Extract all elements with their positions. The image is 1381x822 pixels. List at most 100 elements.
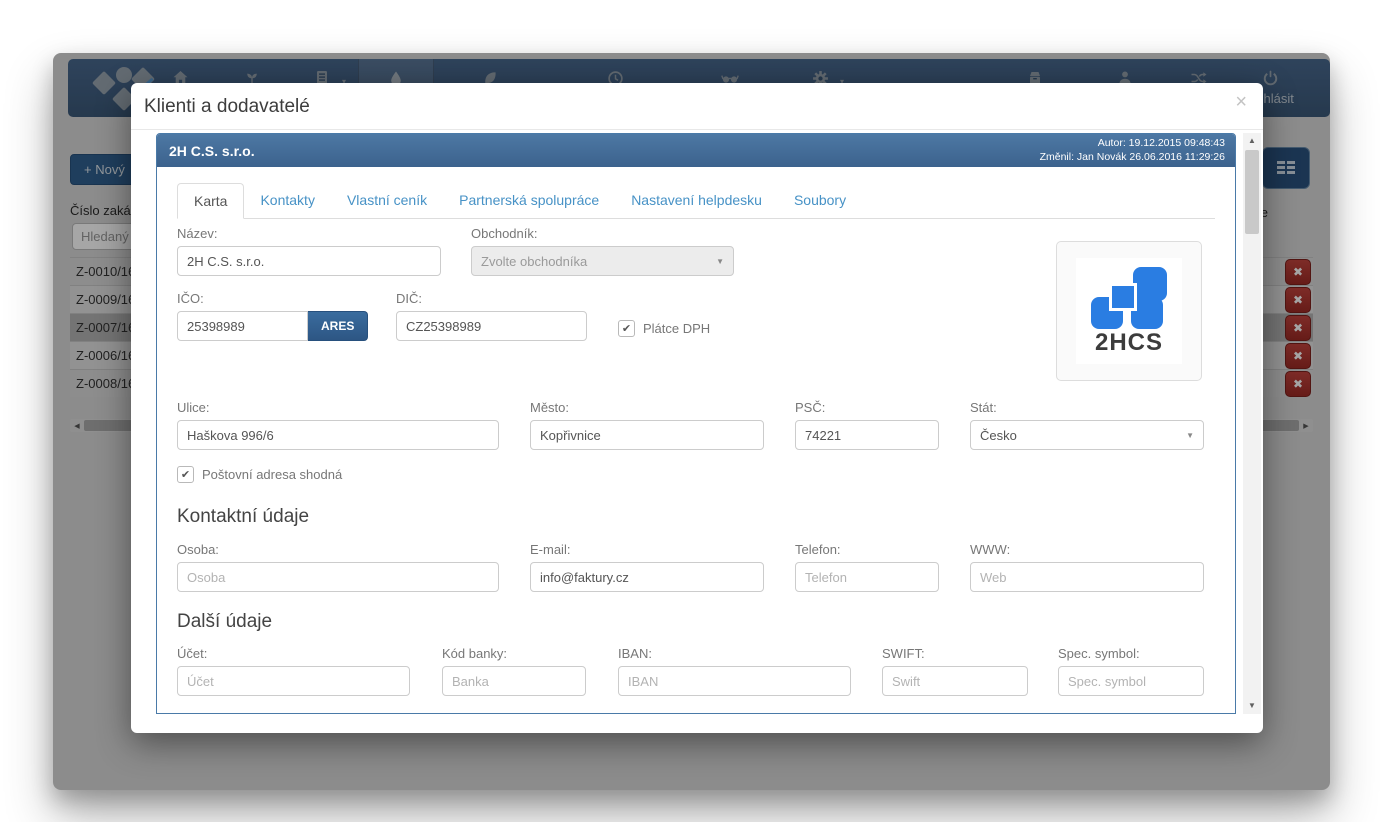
delete-button[interactable]: ✖ (1285, 370, 1311, 397)
obchodnik-value: Zvolte obchodníka (481, 253, 588, 269)
dic-input[interactable] (396, 311, 587, 341)
nav-plant[interactable] (214, 59, 290, 117)
delete-button[interactable]: ✖ (1285, 314, 1311, 341)
osoba-input[interactable] (177, 562, 499, 592)
tab-soubory[interactable]: Soubory (793, 192, 847, 208)
ulice-label: Ulice: (177, 400, 210, 415)
plus-icon: + (84, 162, 92, 177)
kod-banky-label: Kód banky: (442, 646, 508, 661)
nav-user[interactable] (1087, 59, 1163, 117)
postovni-label: Poštovní adresa shodná (202, 467, 343, 482)
order-number: Z-0010/16 (76, 264, 136, 279)
ulice-input[interactable] (177, 420, 499, 450)
modal-scrollbar[interactable]: ▲ ▼ (1243, 133, 1261, 714)
dalsi-heading: Další údaje (177, 611, 273, 632)
nav-settings[interactable]: ▾ (782, 59, 858, 117)
delete-x-icon: ✖ (1292, 348, 1304, 363)
close-icon[interactable]: × (1235, 91, 1247, 113)
leaf-icon (485, 72, 496, 84)
osoba-label: Osoba: (177, 542, 219, 557)
drop-icon (391, 71, 401, 86)
delete-button[interactable]: ✖ (1285, 258, 1311, 285)
swift-input[interactable] (882, 666, 1028, 696)
client-logo: 2HCS (1076, 258, 1182, 364)
logo-text: 2HCS (1094, 329, 1164, 356)
email-input[interactable] (530, 562, 764, 592)
stat-label: Stát: (970, 400, 997, 415)
client-logo-card: 2HCS (1056, 241, 1202, 381)
nav-shuffle[interactable] (1160, 59, 1236, 117)
mesto-input[interactable] (530, 420, 764, 450)
glasses-icon (721, 75, 739, 83)
platce-dph-checkbox[interactable]: ✔ (618, 320, 635, 337)
ares-button[interactable]: ARES (308, 311, 369, 341)
scrollbar-thumb[interactable] (1245, 150, 1259, 234)
stat-select[interactable]: Česko ▼ (970, 420, 1204, 450)
nav-archive[interactable] (997, 59, 1073, 117)
nav-glasses[interactable] (692, 59, 768, 117)
check-icon: ✔ (621, 323, 632, 335)
scroll-left-icon[interactable]: ◀ (74, 422, 80, 430)
clients-modal: Klienti a dodavatelé × 2H C.S. s.r.o. Au… (131, 83, 1263, 733)
obchodnik-select[interactable]: Zvolte obchodníka ▼ (471, 246, 734, 276)
iban-input[interactable] (618, 666, 851, 696)
www-input[interactable] (970, 562, 1204, 592)
order-number: Z-0006/16 (76, 348, 136, 363)
client-panel: 2H C.S. s.r.o. Autor: 19.12.2015 09:48:4… (156, 133, 1236, 714)
ucet-label: Účet: (177, 646, 208, 661)
nav-home[interactable] (142, 59, 218, 117)
modal-header: Klienti a dodavatelé × (131, 83, 1263, 130)
ico-input[interactable] (177, 311, 308, 341)
record-meta: Autor: 19.12.2015 09:48:43 Změnil: Jan N… (1040, 137, 1225, 164)
ucet-input[interactable] (177, 666, 410, 696)
nazev-label: Název: (177, 226, 218, 241)
www-label: WWW: (970, 542, 1011, 557)
shuffle-icon (1191, 72, 1206, 84)
stat-value: Česko (980, 427, 1017, 443)
nav-invoices[interactable]: ▾ (284, 59, 360, 117)
spec-symbol-label: Spec. symbol: (1058, 646, 1140, 661)
ico-label: IČO: (177, 291, 204, 306)
nazev-input[interactable] (177, 246, 441, 276)
chevron-down-icon: ▼ (1186, 430, 1194, 440)
telefon-label: Telefon: (795, 542, 841, 557)
delete-x-icon: ✖ (1292, 320, 1304, 335)
delete-button[interactable]: ✖ (1285, 286, 1311, 313)
psc-input[interactable] (795, 420, 939, 450)
platce-dph-label: Plátce DPH (643, 321, 711, 336)
gear-icon (812, 71, 828, 86)
dic-label: DIČ: (396, 291, 422, 306)
scroll-up-icon[interactable]: ▲ (1248, 136, 1256, 145)
scroll-down-icon[interactable]: ▼ (1248, 701, 1256, 710)
home-icon (173, 71, 187, 84)
telefon-input[interactable] (795, 562, 939, 592)
check-icon: ✔ (180, 469, 191, 481)
client-form: 2HCS Název: Obchodník: Zvolte obchodníka… (177, 219, 1215, 696)
order-number: Z-0008/16 (76, 376, 136, 391)
scroll-right-icon[interactable]: ▶ (1303, 422, 1309, 430)
postovni-checkbox[interactable]: ✔ (177, 466, 194, 483)
tab-nastaveni-helpdesku[interactable]: Nastavení helpdesku (631, 192, 762, 208)
iban-label: IBAN: (618, 646, 652, 661)
mesto-label: Město: (530, 400, 570, 415)
platce-dph-checkbox-wrap: ✔ Plátce DPH (618, 320, 710, 337)
tab-vlastni-cenik[interactable]: Vlastní ceník (346, 192, 428, 208)
delete-x-icon: ✖ (1292, 376, 1304, 391)
changed-line: Změnil: Jan Novák 26.06.2016 11:29:26 (1039, 150, 1225, 163)
person-icon (1119, 71, 1131, 84)
spec-symbol-input[interactable] (1058, 666, 1204, 696)
order-number: Z-0009/16 (76, 292, 136, 307)
kod-banky-input[interactable] (442, 666, 586, 696)
orders-column-header: Číslo zaká (70, 203, 131, 218)
chevron-down-icon: ▾ (839, 77, 844, 86)
client-panel-header: 2H C.S. s.r.o. Autor: 19.12.2015 09:48:4… (157, 134, 1235, 167)
delete-button[interactable]: ✖ (1285, 342, 1311, 369)
kontaktni-heading: Kontaktní údaje (177, 506, 310, 527)
tab-karta[interactable]: Karta (177, 183, 245, 219)
delete-x-icon: ✖ (1292, 292, 1304, 307)
swift-label: SWIFT: (882, 646, 925, 661)
tab-partnerska-spoluprace[interactable]: Partnerská spolupráce (459, 192, 600, 208)
tab-kontakty[interactable]: Kontakty (260, 192, 315, 208)
nav-leaf[interactable] (452, 59, 528, 117)
author-line: Autor: 19.12.2015 09:48:43 (1097, 136, 1225, 149)
